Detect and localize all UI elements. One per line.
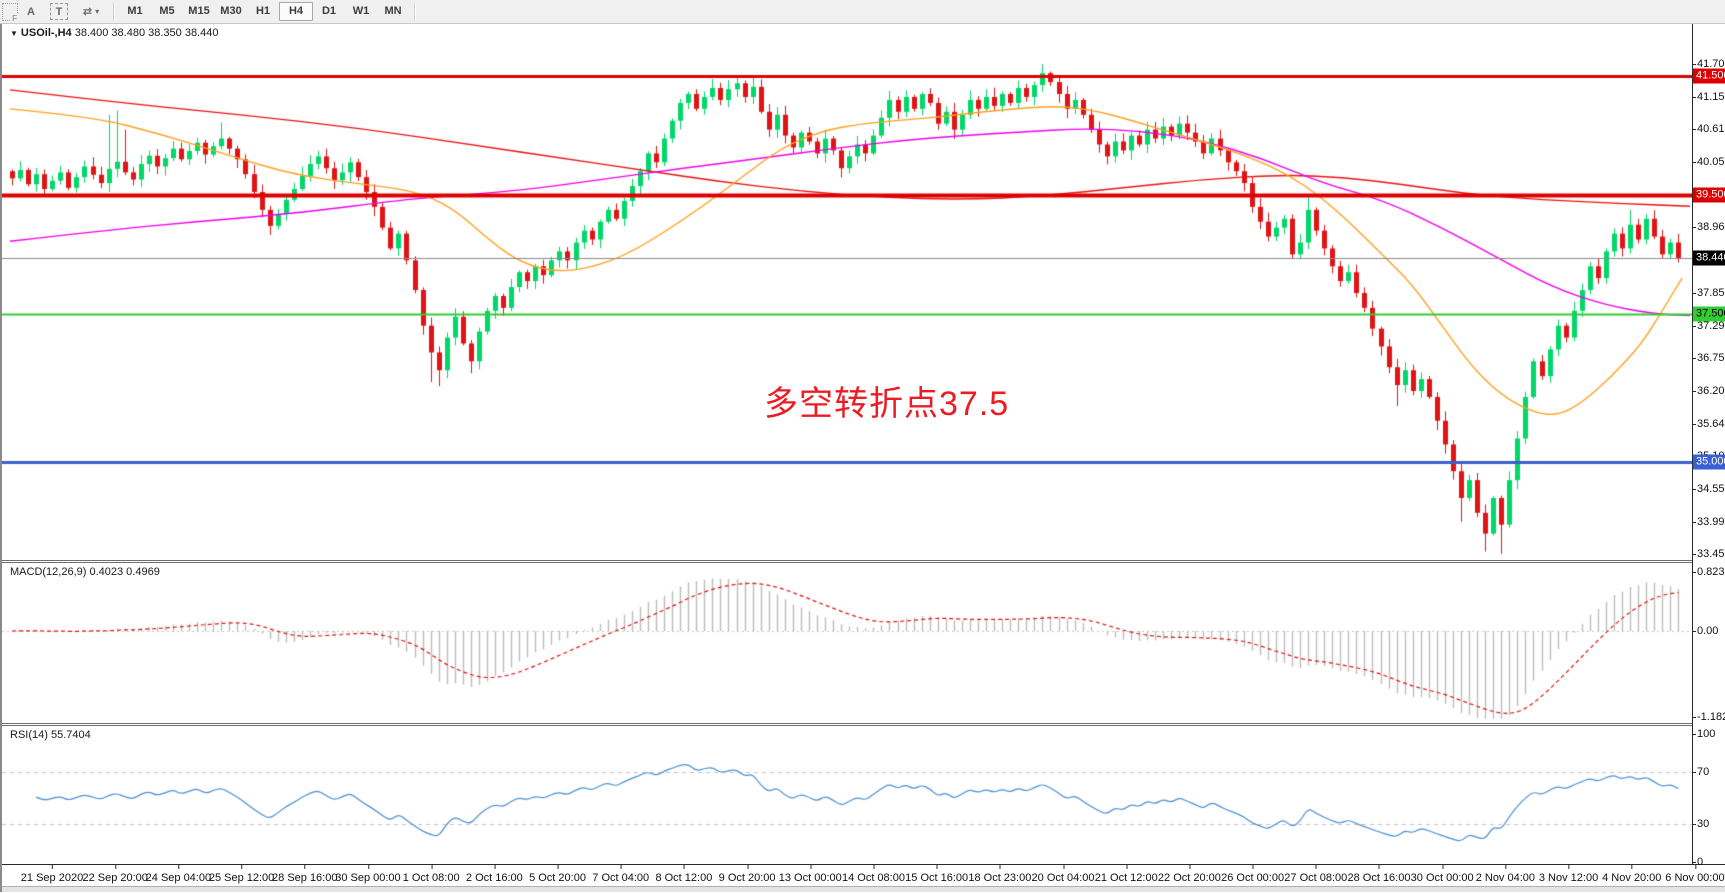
toolbar-separator [414, 2, 415, 21]
axis-tick-label: 41.705 [1692, 58, 1725, 70]
time-axis-label: 25 Sep 12:00 [208, 865, 275, 884]
timeframe-button-d1[interactable]: D1 [321, 5, 337, 17]
time-axis-label: 30 Sep 00:00 [335, 865, 401, 884]
time-axis-label: 2 Nov 04:00 [1475, 865, 1536, 884]
time-axis-label: 13 Oct 00:00 [778, 865, 842, 884]
time-axis-label: 15 Oct 16:00 [905, 865, 969, 884]
objects-dropdown-icon[interactable]: ⇄ ▾ [76, 2, 106, 21]
axis-tick-label: 40.610 [1692, 123, 1725, 135]
price-chart-canvas[interactable] [2, 24, 1692, 560]
axis-tick-label: -1.1826 [1691, 711, 1725, 723]
time-axis-label: 22 Sep 20:00 [82, 865, 148, 884]
timeframe-button-h4[interactable]: H4 [279, 2, 313, 21]
time-axis-label: 2 Oct 16:00 [465, 865, 523, 884]
axis-tick-label: 35.645 [1692, 418, 1725, 430]
price-line-badge: 39.500 [1693, 187, 1725, 203]
dropdown-caret-icon: ▾ [95, 7, 100, 16]
rsi-chart-canvas[interactable] [2, 726, 1692, 864]
rsi-pane[interactable]: RSI(14) 55.7404 [2, 726, 1692, 864]
timeframe-button-m15[interactable]: M15 [188, 5, 210, 17]
axis-tick-label: 34.550 [1692, 483, 1725, 495]
time-axis-label: 22 Oct 20:00 [1157, 865, 1221, 884]
pane-splitter[interactable] [2, 560, 1725, 563]
time-axis-label: 1 Oct 08:00 [402, 865, 460, 884]
symbol-timeframe: USOil-,H4 [20, 27, 72, 39]
axis-tick-label: 41.150 [1692, 91, 1725, 103]
time-axis-label: 9 Oct 20:00 [718, 865, 776, 884]
timeframe-button-w1[interactable]: W1 [352, 5, 370, 17]
axis-tick-label: 0 [1691, 856, 1704, 868]
time-axis-label: 20 Oct 04:00 [1031, 865, 1095, 884]
axis-tick-label: 30 [1691, 818, 1710, 830]
time-axis-label: 21 Oct 12:00 [1094, 865, 1158, 884]
macd-chart-canvas[interactable] [2, 563, 1692, 723]
timeframe-button-m5[interactable]: M5 [159, 5, 175, 17]
axis-tick-label: 33.995 [1692, 516, 1725, 528]
window-bottom-edge [2, 886, 1725, 892]
time-axis-label: 14 Oct 08:00 [841, 865, 905, 884]
axis-tick-label: 70 [1691, 766, 1710, 778]
time-axis-label: 28 Oct 16:00 [1347, 865, 1411, 884]
chart-shift-icon[interactable]: F [2, 2, 18, 23]
timeframe-button-m1[interactable]: M1 [127, 5, 143, 17]
time-axis-label: 27 Oct 08:00 [1284, 865, 1348, 884]
toolbar-separator [113, 2, 114, 21]
time-axis-label: 8 Oct 12:00 [655, 865, 713, 884]
collapse-triangle-icon[interactable]: ▼ [10, 29, 18, 38]
cursor-tool-icon[interactable]: A [27, 5, 35, 18]
axis-tick-label: 37.850 [1692, 287, 1725, 299]
macd-label: MACD(12,26,9) 0.4023 0.4969 [10, 566, 160, 578]
axis-tick-label: 33.455 [1692, 548, 1725, 560]
time-axis-label: 28 Sep 16:00 [272, 865, 338, 884]
toolbar: F A T ⇄ ▾ M1 M5 M15 M30 H1 H4 D1 W1 MN [0, 0, 1725, 24]
price-line-badge: 41.500 [1693, 68, 1725, 84]
time-axis-label: 6 Nov 00:00 [1665, 865, 1725, 884]
price-line-badge: 37.500 [1693, 306, 1725, 322]
time-axis-label: 18 Oct 23:00 [968, 865, 1032, 884]
time-axis-label: 4 Nov 20:00 [1602, 865, 1662, 884]
trader-annotation-text[interactable]: 多空转折点37.5 [764, 385, 1010, 423]
price-axis[interactable]: 41.705 41.150 40.610 40.055 38.960 37.850 37.2… [1691, 24, 1725, 868]
axis-tick-label: 0.8235 [1692, 566, 1725, 578]
axis-tick-label: 36.200 [1692, 385, 1725, 397]
axis-tick-label: 40.055 [1692, 156, 1725, 168]
timeframe-button-m30[interactable]: M30 [220, 5, 242, 17]
axis-tick-label: 0.00 [1691, 625, 1719, 637]
time-axis-label: 30 Oct 00:00 [1410, 865, 1474, 884]
price-pane[interactable]: ▼ USOil-,H4 38.400 38.480 38.350 38.440 多… [2, 24, 1692, 560]
time-axis-label: 5 Oct 20:00 [529, 865, 586, 884]
rsi-label: RSI(14) 55.7404 [10, 729, 91, 741]
axis-tick-label: 100 [1691, 728, 1716, 740]
price-line-badge: 35.000 [1693, 454, 1725, 470]
time-axis-label: 21 Sep 2020 [20, 865, 84, 884]
axis-tick-label: 38.960 [1692, 221, 1725, 233]
timeframe-button-mn[interactable]: MN [384, 5, 402, 17]
text-tool-icon[interactable]: T [50, 3, 68, 20]
time-axis-label: 26 Oct 00:00 [1221, 865, 1285, 884]
ohlc-values: 38.400 38.480 38.350 38.440 [74, 27, 219, 39]
pane-splitter[interactable] [2, 723, 1725, 726]
timeframe-button-h1[interactable]: H1 [255, 5, 271, 17]
time-axis-label: 7 Oct 04:00 [592, 865, 650, 884]
axis-tick-label: 36.755 [1692, 352, 1725, 364]
price-line-badge: 38.440 [1693, 250, 1725, 266]
double-arrow-icon: ⇄ [82, 6, 93, 18]
axis-tick-label: 37.295 [1692, 320, 1725, 332]
timeframe-group: M1 M5 M15 M30 H1 H4 D1 W1 MN [119, 2, 409, 21]
chart-window: ▼ USOil-,H4 38.400 38.480 38.350 38.440 多… [0, 24, 1725, 893]
macd-pane[interactable]: MACD(12,26,9) 0.4023 0.4969 [2, 563, 1692, 723]
time-axis-label: 3 Nov 12:00 [1538, 865, 1599, 884]
time-axis-label: 24 Sep 04:00 [145, 865, 212, 884]
chart-title[interactable]: ▼ USOil-,H4 38.400 38.480 38.350 38.440 [10, 27, 218, 39]
